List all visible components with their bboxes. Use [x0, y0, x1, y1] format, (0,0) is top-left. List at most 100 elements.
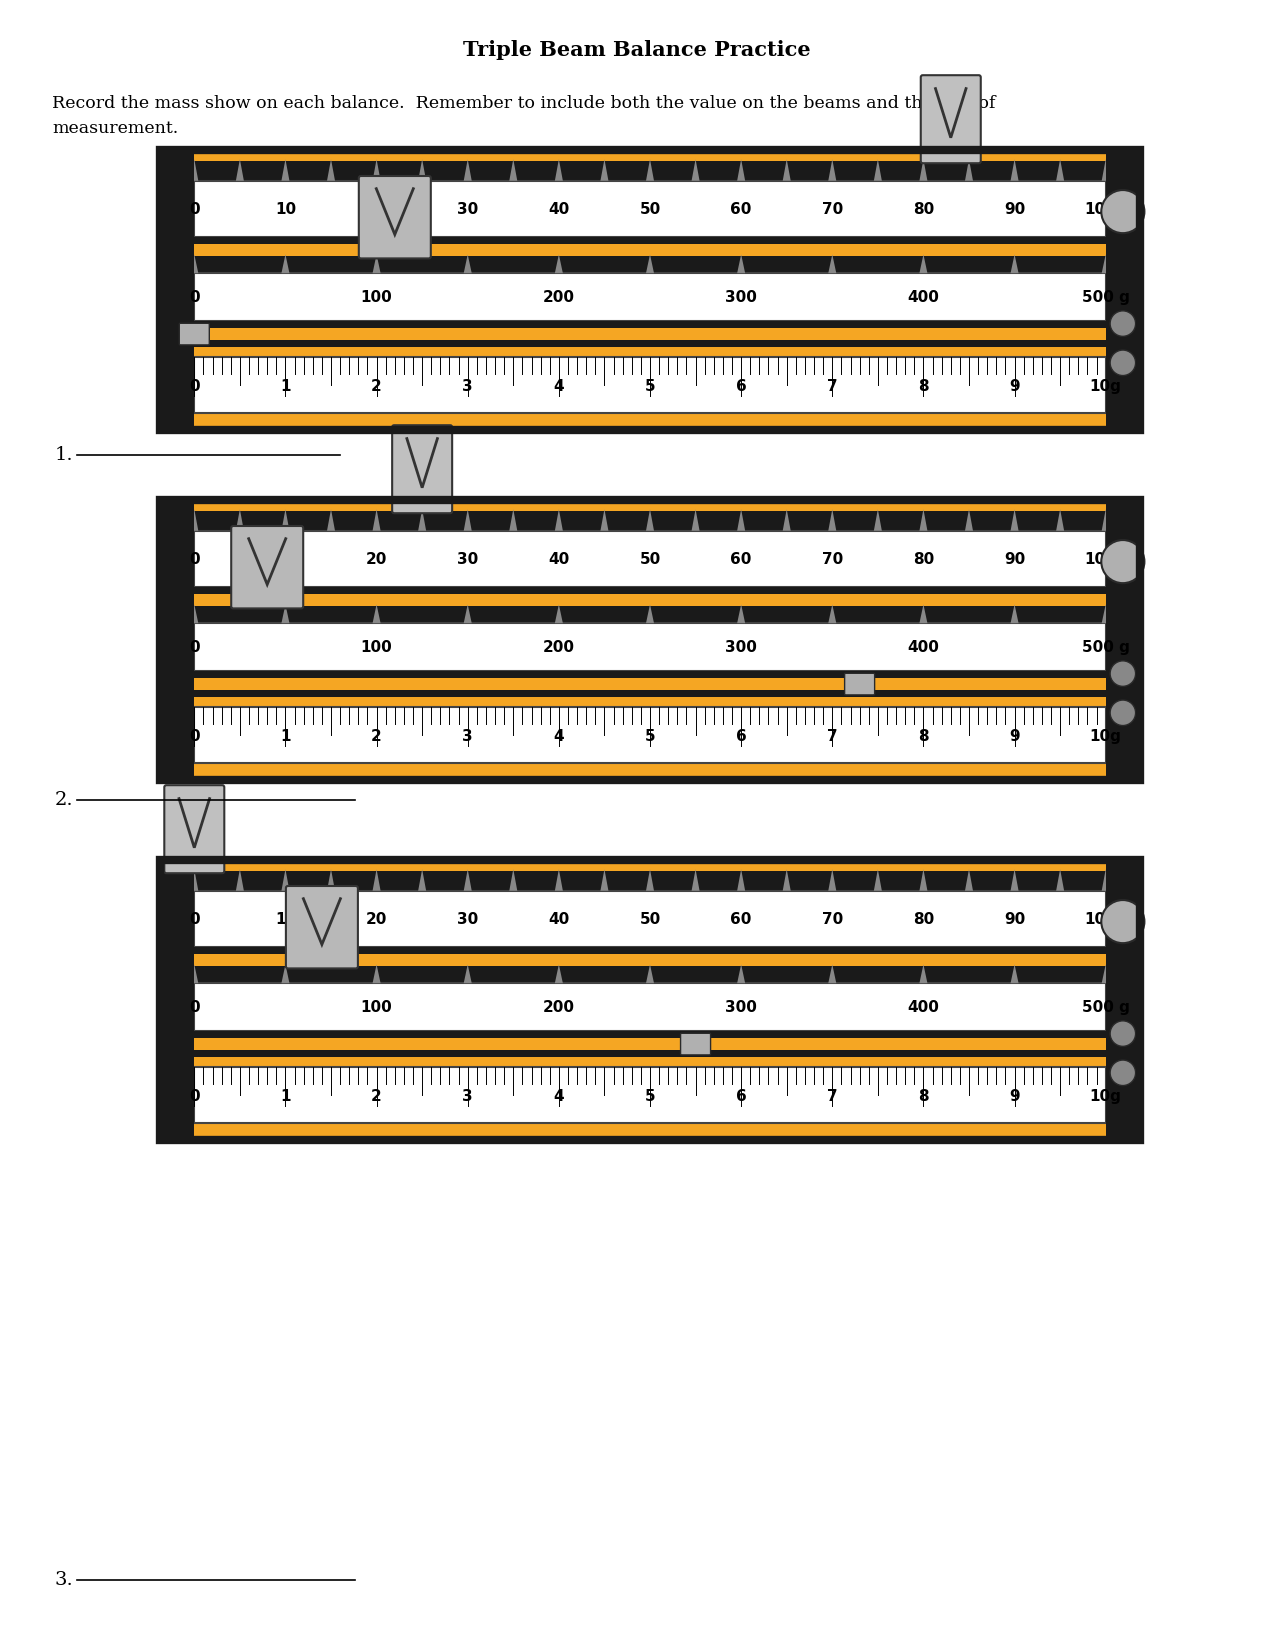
Polygon shape: [601, 868, 608, 892]
Text: 4: 4: [553, 378, 564, 395]
Text: 7: 7: [827, 1088, 838, 1105]
Text: 100: 100: [361, 1001, 393, 1015]
Text: 5: 5: [645, 1088, 655, 1105]
Polygon shape: [464, 868, 472, 892]
Polygon shape: [919, 254, 927, 272]
Polygon shape: [737, 868, 745, 892]
Text: 6: 6: [736, 1088, 747, 1105]
Bar: [194, 966, 1105, 984]
Polygon shape: [829, 604, 836, 622]
Text: 20: 20: [366, 553, 388, 568]
Bar: [159, 500, 1140, 779]
Bar: [194, 272, 1105, 320]
Polygon shape: [555, 964, 562, 984]
Text: 0: 0: [189, 1001, 200, 1015]
Bar: [194, 182, 1105, 236]
Polygon shape: [372, 254, 380, 272]
Bar: [194, 892, 1105, 946]
Text: 500 g: 500 g: [1081, 1001, 1130, 1015]
Text: 6: 6: [736, 728, 747, 745]
Text: 8: 8: [918, 728, 928, 745]
Polygon shape: [691, 158, 700, 182]
Bar: [159, 860, 194, 1139]
Polygon shape: [555, 254, 562, 272]
Polygon shape: [919, 509, 927, 532]
Bar: [159, 500, 1140, 779]
Polygon shape: [282, 509, 289, 532]
Polygon shape: [555, 509, 562, 532]
Text: 4: 4: [553, 728, 564, 745]
FancyBboxPatch shape: [681, 1034, 710, 1055]
Polygon shape: [783, 509, 790, 532]
Circle shape: [1111, 700, 1136, 725]
Polygon shape: [190, 509, 199, 532]
Polygon shape: [829, 868, 836, 892]
Polygon shape: [418, 509, 426, 532]
Bar: [194, 340, 1105, 347]
Text: 50: 50: [639, 913, 660, 928]
FancyBboxPatch shape: [180, 324, 209, 345]
Polygon shape: [783, 868, 790, 892]
Polygon shape: [1011, 509, 1019, 532]
Polygon shape: [464, 964, 472, 984]
Polygon shape: [282, 964, 289, 984]
Polygon shape: [372, 868, 380, 892]
Polygon shape: [646, 964, 654, 984]
Bar: [194, 690, 1105, 697]
Bar: [159, 500, 194, 779]
Circle shape: [1111, 1060, 1136, 1086]
Text: 5: 5: [645, 378, 655, 395]
Text: 7: 7: [827, 378, 838, 395]
Bar: [194, 256, 1105, 272]
Polygon shape: [190, 964, 199, 984]
Polygon shape: [919, 158, 927, 182]
Bar: [194, 946, 1105, 954]
Text: 2: 2: [371, 378, 382, 395]
Text: 80: 80: [913, 553, 935, 568]
Text: 100: 100: [361, 641, 393, 655]
Polygon shape: [646, 158, 654, 182]
Text: 3: 3: [463, 1088, 473, 1105]
Polygon shape: [326, 158, 335, 182]
FancyBboxPatch shape: [164, 786, 224, 873]
Text: 90: 90: [1003, 913, 1025, 928]
Polygon shape: [236, 158, 244, 182]
Polygon shape: [737, 158, 745, 182]
Polygon shape: [555, 868, 562, 892]
Bar: [159, 150, 1140, 429]
Polygon shape: [1056, 868, 1065, 892]
Polygon shape: [282, 868, 289, 892]
Text: 60: 60: [731, 553, 752, 568]
Text: 40: 40: [548, 203, 570, 218]
Polygon shape: [1056, 509, 1065, 532]
Text: 6: 6: [736, 378, 747, 395]
Bar: [194, 162, 1105, 182]
Polygon shape: [464, 604, 472, 622]
Polygon shape: [829, 254, 836, 272]
Polygon shape: [1102, 868, 1109, 892]
Polygon shape: [190, 158, 199, 182]
Text: 2: 2: [371, 728, 382, 745]
Polygon shape: [646, 868, 654, 892]
Polygon shape: [418, 158, 426, 182]
Circle shape: [1102, 900, 1145, 943]
Text: 9: 9: [1010, 378, 1020, 395]
Polygon shape: [965, 868, 973, 892]
Polygon shape: [646, 604, 654, 622]
Polygon shape: [1102, 604, 1109, 622]
Text: 10: 10: [275, 913, 296, 928]
Text: 200: 200: [543, 291, 575, 305]
Polygon shape: [372, 509, 380, 532]
Text: Triple Beam Balance Practice: Triple Beam Balance Practice: [463, 40, 811, 59]
Polygon shape: [646, 509, 654, 532]
Text: 400: 400: [908, 1001, 940, 1015]
Polygon shape: [464, 158, 472, 182]
FancyBboxPatch shape: [844, 674, 875, 695]
Bar: [194, 670, 1105, 679]
Text: 0: 0: [189, 203, 200, 218]
Bar: [194, 1030, 1105, 1038]
Text: 0: 0: [189, 291, 200, 305]
Circle shape: [1111, 1020, 1136, 1047]
Polygon shape: [737, 254, 745, 272]
Text: 100g: 100g: [1085, 913, 1127, 928]
